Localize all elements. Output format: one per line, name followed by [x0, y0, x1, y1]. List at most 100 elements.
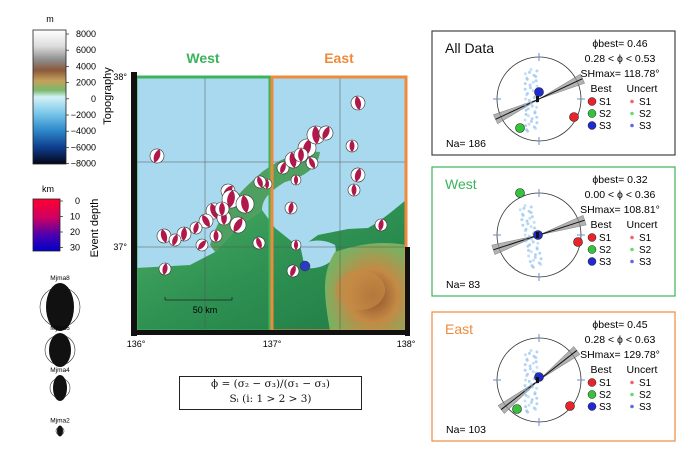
legend-uncert-label: S2 — [639, 109, 652, 120]
legend-uncert: Uncert — [627, 364, 658, 376]
event-count: Na= 103 — [446, 424, 486, 436]
focal-mechanism — [158, 262, 172, 276]
topo-tick-label: −6000 — [71, 142, 96, 152]
event-count: Na= 83 — [446, 279, 480, 291]
phi-range: 0.00 < ϕ < 0.36 — [585, 189, 656, 201]
legend-best-marker — [587, 97, 597, 106]
legend-uncert-label: S1 — [639, 378, 652, 389]
focal-mechanism — [374, 218, 388, 232]
lat-tick-38: 38° — [113, 72, 127, 82]
magnitude-legend-item: Mjma2 — [50, 418, 70, 437]
legend-best-marker — [587, 390, 597, 399]
lon-tick-137: 137° — [263, 339, 282, 349]
legend-best-label: S2 — [599, 109, 612, 120]
panel-title: West — [445, 176, 477, 192]
legend-uncert-marker — [630, 404, 634, 409]
legend-uncert-label: S2 — [639, 390, 652, 401]
s3-marker — [534, 87, 544, 97]
legend-uncert-marker — [630, 99, 634, 104]
topo-tick-label: −8000 — [71, 159, 96, 169]
magnitude-legend-item: Mjma8 — [39, 275, 81, 331]
legend-uncert-marker — [630, 111, 634, 116]
legend-best-marker — [587, 121, 597, 130]
focal-mechanism — [209, 229, 223, 243]
legend-best-label: S1 — [599, 233, 612, 244]
depth-colorbar — [32, 198, 61, 252]
focal-mechanism — [347, 183, 361, 197]
magnitude-label: Mjma2 — [50, 418, 70, 425]
phi-equation-box: ϕ = (σ₂ − σ₃)/(σ₁ − σ₃) Sᵢ (i: 1 > 2 > 3… — [179, 376, 362, 410]
phi-best: ϕbest= 0.32 — [592, 174, 647, 186]
topo-tick-label: −2000 — [71, 110, 96, 120]
legend-uncert-label: S3 — [639, 402, 652, 413]
legend-uncert-marker — [630, 380, 634, 385]
focal-mechanism — [284, 201, 298, 215]
legend-best-label: S1 — [599, 378, 612, 389]
legend-uncert-marker — [630, 247, 634, 252]
s1-marker — [569, 112, 579, 122]
legend-best: Best — [590, 83, 611, 95]
magnitude-legend-item: Mjma6 — [44, 325, 76, 367]
panel-east: East ϕbest= 0.45 0.28 < ϕ < 0.63 SHmax= 129… — [431, 311, 676, 442]
legend-uncert-label: S1 — [639, 233, 652, 244]
phi-range: 0.28 < ϕ < 0.63 — [585, 334, 656, 346]
legend-uncert-label: S2 — [639, 245, 652, 256]
focal-mechanism — [350, 167, 366, 183]
west-title: West — [186, 50, 220, 66]
depth-tick-label: 0 — [75, 196, 80, 206]
magnitude-label: Mjma4 — [50, 367, 70, 374]
toyama-bay — [300, 240, 336, 269]
topo-label: Topography — [102, 67, 114, 125]
legend-best-marker — [587, 233, 597, 242]
magnitude-label: Mjma8 — [50, 275, 70, 282]
map-frame-right — [405, 247, 410, 336]
focal-mechanism — [195, 238, 209, 252]
topo-tick-label: 6000 — [76, 45, 96, 55]
magnitude-legend: Mjma8 Mjma6 Mjma4 Mjma2 — [39, 275, 81, 437]
legend-best-label: S1 — [599, 97, 612, 108]
s1-marker — [573, 237, 583, 247]
topo-tick-label: 8000 — [76, 29, 96, 39]
legend-uncert-marker — [630, 123, 634, 128]
legend-best-marker — [587, 378, 597, 387]
s2-marker — [515, 123, 525, 133]
stress-order: Sᵢ (i: 1 > 2 > 3) — [229, 393, 312, 405]
legend-uncert-label: S3 — [639, 121, 652, 132]
legend-best-marker — [587, 109, 597, 118]
stress-panels: All Data ϕbest= 0.46 0.28 < ϕ < 0.53 SHmax=… — [431, 30, 676, 442]
legend-best-label: S2 — [599, 245, 612, 256]
legend-best-marker — [587, 257, 597, 266]
deep-event — [299, 260, 311, 272]
phi-best: ϕbest= 0.45 — [592, 319, 647, 331]
legend-uncert-label: S3 — [639, 257, 652, 268]
focal-mechanism — [305, 156, 319, 170]
topo-colorbar — [32, 29, 67, 165]
legend-best: Best — [590, 364, 611, 376]
depth-tick-label: 10 — [70, 212, 80, 222]
focal-mechanisms — [149, 95, 388, 278]
lon-tick-136: 136° — [127, 339, 146, 349]
magnitude-legend-item: Mjma4 — [49, 367, 71, 401]
focal-mechanism — [350, 95, 366, 111]
topography-legend: m 80006000400020000−2000−4000−6000−8000 … — [32, 14, 114, 169]
focal-mechanism — [345, 139, 359, 153]
event-count: Na= 186 — [446, 138, 486, 150]
legend-uncert: Uncert — [627, 83, 658, 95]
shmax-value: SHmax= 129.78° — [580, 349, 660, 361]
legend-best-label: S3 — [599, 121, 612, 132]
legend-best-marker — [587, 402, 597, 411]
panel-west: West ϕbest= 0.32 0.00 < ϕ < 0.36 SHmax= 108… — [431, 166, 676, 297]
map-frame-bottom — [131, 330, 410, 335]
phi-equation: ϕ = (σ₂ − σ₃)/(σ₁ − σ₃) — [210, 378, 330, 390]
panel-title: All Data — [445, 40, 494, 56]
scale-label: 50 km — [193, 305, 218, 315]
depth-legend: km 0 10 20 30 Event depth — [32, 184, 101, 257]
topo-tick-label: 2000 — [76, 78, 96, 88]
focal-mechanism — [229, 216, 247, 234]
focal-mechanism — [293, 147, 309, 163]
lat-tick-37: 37° — [113, 242, 127, 252]
legend-uncert-label: S1 — [639, 97, 652, 108]
focal-mechanism — [214, 201, 230, 217]
legend-uncert: Uncert — [627, 219, 658, 231]
